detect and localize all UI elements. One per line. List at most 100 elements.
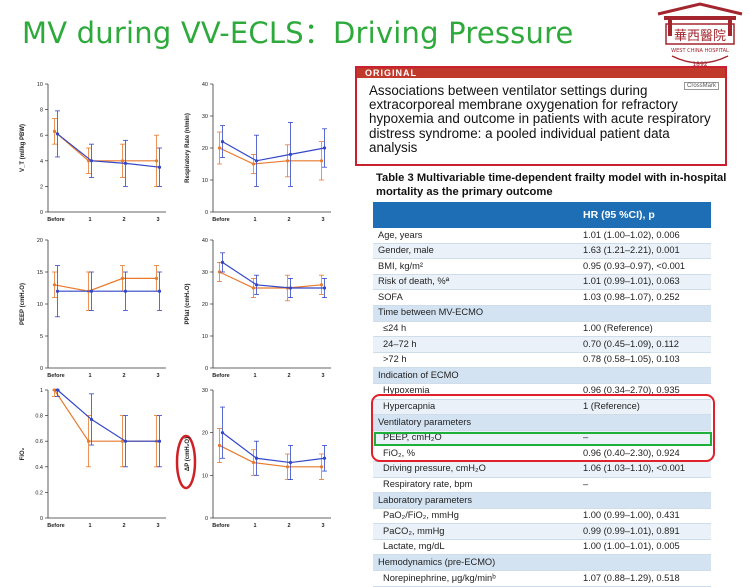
table-row: SOFA 1.03 (0.98–1.07), 0.252 (373, 290, 711, 306)
data-point (157, 289, 162, 293)
row-label: Indication of ECMO (378, 369, 459, 380)
y-axis-label: PPlat (cmH₂O) (185, 283, 191, 324)
table-row: Ventilatory parameters (373, 415, 711, 431)
row-label: Age, years (378, 229, 423, 240)
row-value: 0.70 (0.45–1.09), 0.112 (583, 338, 679, 349)
x-tick-label: 1 (253, 217, 256, 223)
data-point (154, 276, 159, 280)
data-point (220, 140, 225, 144)
y-axis-label: PEEP (cmH₂O) (20, 283, 26, 325)
data-point (217, 146, 222, 150)
table-row: BMI, kg/m² 0.95 (0.93–0.97), <0.001 (373, 259, 711, 275)
data-point (123, 439, 128, 443)
y-tick-label: 0 (40, 516, 43, 522)
table-row: >72 h 0.78 (0.58–1.05), 0.103 (373, 353, 711, 369)
row-label: PaO₂/FiO₂, mmHg (383, 510, 459, 521)
table-row: Time between MV-ECMO (373, 305, 711, 322)
x-tick-label: 3 (321, 373, 324, 379)
x-tick-label: 2 (122, 523, 125, 529)
row-value: 0.96 (0.40–2.30), 0.924 (583, 447, 680, 458)
series-line (54, 277, 157, 292)
y-tick-label: 10 (37, 82, 43, 88)
row-label: Time between MV-ECMO (378, 307, 484, 318)
x-tick-label: Before (47, 217, 64, 223)
article-box: ORIGINAL CrossMark Associations between … (355, 66, 727, 166)
x-tick-label: 2 (122, 217, 125, 223)
series-line (222, 141, 325, 162)
y-axis-label: FiO₂ (20, 447, 26, 460)
row-value: – (583, 479, 589, 489)
row-value: 1 (Reference) (583, 401, 640, 412)
x-tick-label: 1 (88, 523, 91, 529)
row-label: ≤24 h (383, 323, 407, 334)
row-label: Gender, male (378, 245, 434, 256)
data-point (319, 159, 324, 163)
x-tick-label: 1 (88, 373, 91, 379)
row-label: Ventilatory parameters (378, 416, 472, 427)
row-label: Respiratory rate, bpm (383, 479, 473, 489)
y-tick-label: 0 (205, 210, 208, 216)
series-line (219, 444, 322, 468)
table-row: Hypoxemia 0.96 (0.34–2.70), 0.935 (373, 384, 711, 400)
table-caption: Table 3 Multivariable time-dependent fra… (376, 172, 727, 198)
row-value: 1.01 (1.00–1.02), 0.006 (583, 229, 680, 240)
table-row: Driving pressure, cmH₂O 1.06 (1.03–1.10),… (373, 461, 711, 478)
y-tick-label: 40 (202, 82, 208, 88)
data-point (285, 465, 290, 469)
data-point (154, 159, 159, 163)
x-tick-label: Before (212, 523, 229, 529)
data-point (288, 460, 293, 465)
data-point (285, 159, 290, 163)
row-value: 1.63 (1.21–2.21), 0.001 (583, 245, 680, 256)
table-row: ≤24 h 1.00 (Reference) (373, 322, 711, 338)
x-tick-label: 3 (156, 217, 159, 223)
row-label: Hemodynamics (pre-ECMO) (378, 556, 496, 567)
x-tick-label: 1 (253, 373, 256, 379)
x-tick-label: 2 (287, 373, 290, 379)
series-line (222, 261, 325, 289)
data-point (52, 388, 57, 392)
y-tick-label: 5 (40, 334, 43, 340)
y-tick-label: 4 (40, 159, 43, 165)
y-tick-label: 0 (40, 366, 43, 372)
x-tick-label: 3 (156, 373, 159, 379)
table-row: 24–72 h 0.70 (0.45–1.09), 0.112 (373, 337, 711, 353)
series-line (219, 147, 322, 165)
row-value: 0.96 (0.34–2.70), 0.935 (583, 385, 680, 396)
article-title: Associations between ventilator settings… (369, 83, 711, 155)
row-label: Hypercapnia (383, 401, 436, 412)
x-tick-label: 1 (88, 217, 91, 223)
data-point (89, 159, 94, 163)
data-point (288, 286, 293, 290)
row-label: BMI, kg/m² (378, 260, 423, 271)
data-point (157, 439, 162, 443)
series-line (57, 133, 160, 168)
row-label: Lactate, mg/dL (383, 541, 445, 552)
row-label: PEEP, cmH₂O (383, 432, 442, 443)
table-row: Age, years 1.01 (1.00–1.02), 0.006 (373, 228, 711, 244)
data-point (254, 159, 259, 163)
data-point (55, 388, 60, 392)
y-tick-label: 10 (202, 334, 208, 340)
data-point (157, 165, 162, 169)
row-value: 1.00 (Reference) (583, 323, 653, 334)
y-tick-label: 10 (202, 178, 208, 184)
y-tick-label: 0.2 (35, 490, 43, 496)
y-tick-label: 0.8 (35, 414, 43, 420)
x-tick-label: Before (212, 373, 229, 379)
x-tick-label: 2 (287, 217, 290, 223)
y-tick-label: 40 (202, 238, 208, 244)
table-row: Hemodynamics (pre-ECMO) (373, 555, 711, 572)
data-point (55, 132, 60, 136)
y-tick-label: 0 (205, 366, 208, 372)
y-tick-label: 20 (202, 302, 208, 308)
row-label: SOFA (378, 291, 403, 302)
table-row: PaCO₂, mmHg 0.99 (0.99–1.01), 0.891 (373, 524, 711, 540)
data-point (123, 161, 128, 165)
data-point (120, 159, 125, 163)
data-point (217, 270, 222, 274)
data-point (220, 260, 225, 264)
x-tick-label: Before (212, 217, 229, 223)
data-point (89, 417, 94, 422)
x-tick-label: 3 (156, 523, 159, 529)
